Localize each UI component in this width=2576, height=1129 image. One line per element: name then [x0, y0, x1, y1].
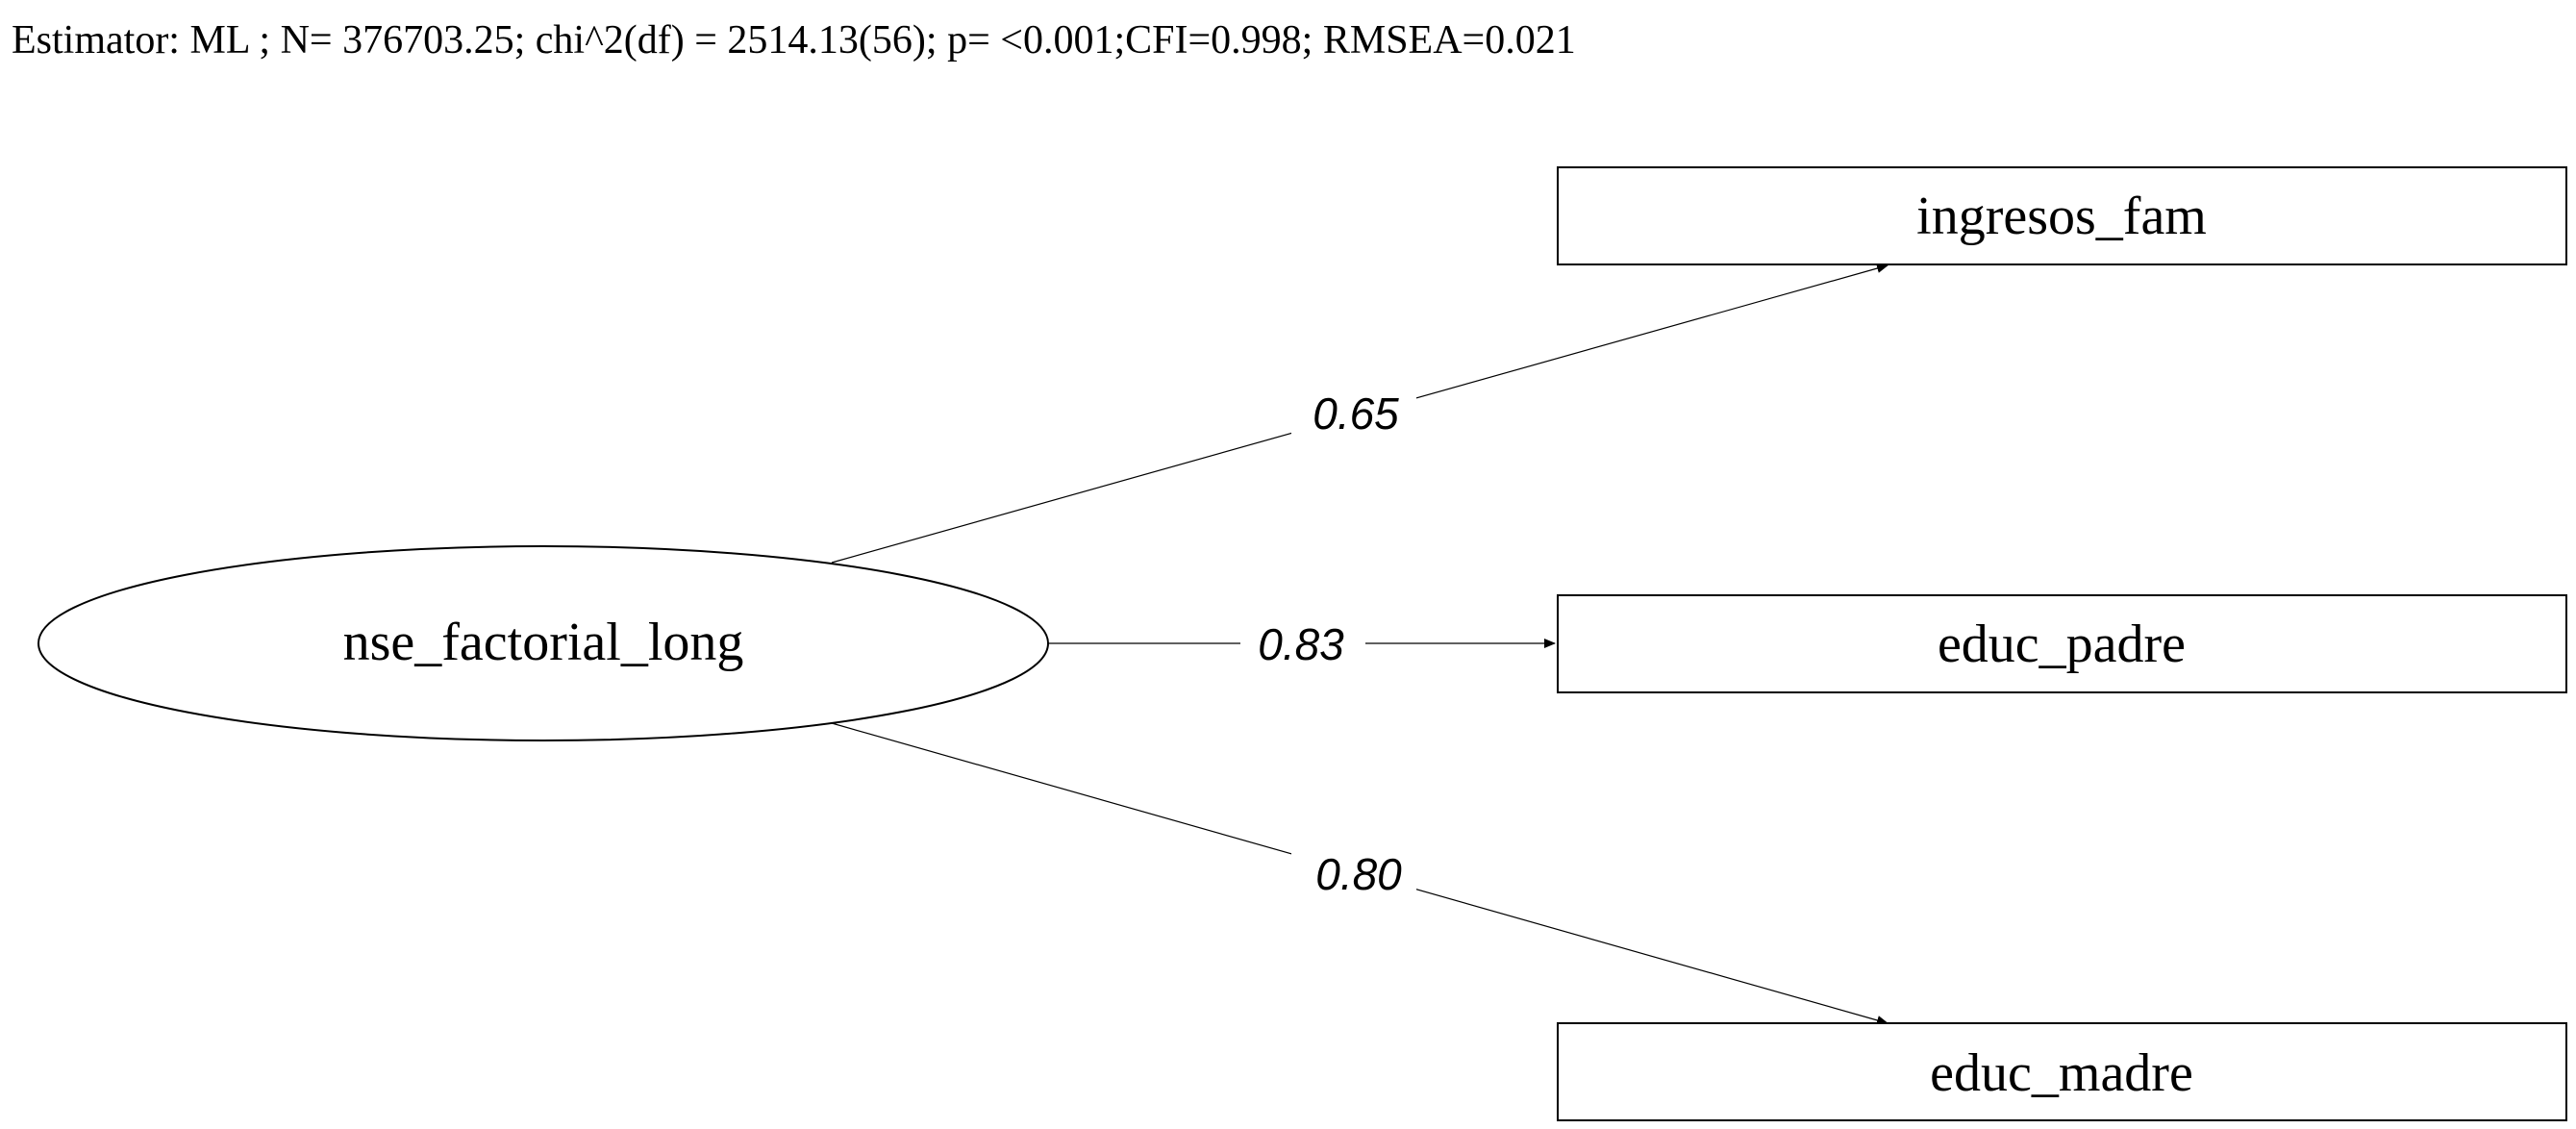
- loading-label-bg-2: [1240, 610, 1365, 677]
- indicator-node-educ-madre: educ_madre: [1557, 1022, 2567, 1121]
- latent-label: nse_factorial_long: [343, 613, 744, 672]
- indicator-node-ingresos-fam: ingresos_fam: [1557, 166, 2567, 265]
- fit-summary-text: Estimator: ML ; N= 376703.25; chi^2(df) …: [12, 18, 1576, 63]
- loading-label-bg-1: [1291, 379, 1416, 446]
- indicator-label-educ-madre: educ_madre: [1930, 1043, 2193, 1103]
- loading-labels: 0.65 0.83 0.80: [1240, 379, 1416, 907]
- latent-node: nse_factorial_long: [38, 545, 1049, 741]
- loading-value-educ-madre: 0.80: [1315, 849, 1402, 899]
- loading-value-educ-padre: 0.83: [1258, 619, 1344, 669]
- loading-label-bg-3: [1291, 840, 1416, 907]
- indicator-box-ingresos-fam: [1557, 166, 2567, 265]
- indicator-node-educ-padre: educ_padre: [1557, 594, 2567, 693]
- indicator-box-educ-madre: [1557, 1022, 2567, 1121]
- indicator-label-educ-padre: educ_padre: [1938, 615, 2186, 674]
- indicator-label-ingresos-fam: ingresos_fam: [1916, 187, 2207, 246]
- latent-ellipse: [38, 545, 1049, 741]
- indicator-box-educ-padre: [1557, 594, 2567, 693]
- loading-value-ingresos-fam: 0.65: [1313, 389, 1399, 439]
